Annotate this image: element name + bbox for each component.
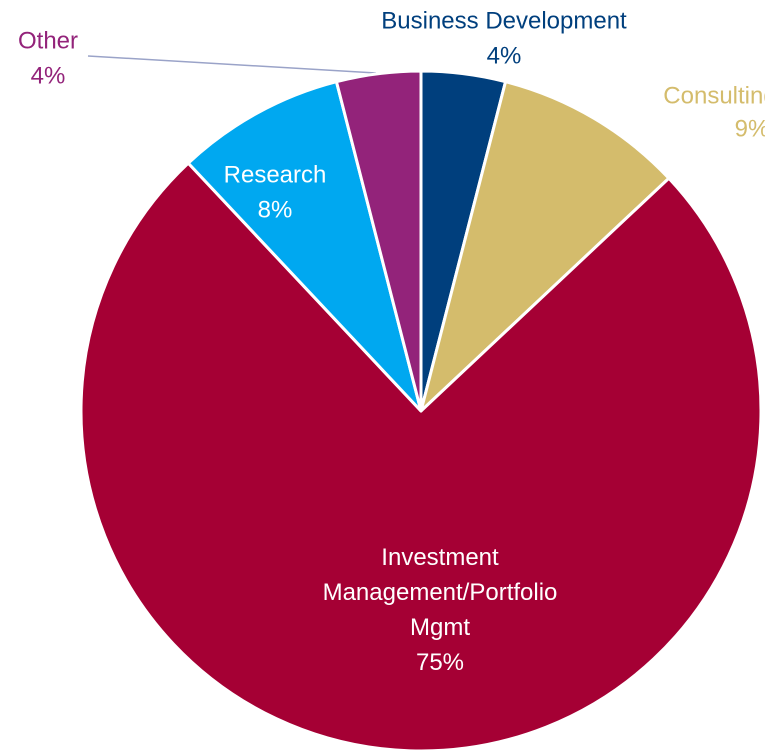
slice-label: Investment Management/Portfolio Mgmt bbox=[322, 544, 558, 641]
slice-value-label: 9% bbox=[735, 115, 765, 142]
pie-slice bbox=[79, 161, 763, 753]
leader-line bbox=[87, 55, 377, 74]
slice-value-label: 75% bbox=[415, 649, 465, 676]
slice-label: Business Development bbox=[381, 7, 627, 34]
slice-value-label: 8% bbox=[258, 196, 293, 223]
pie-slice bbox=[334, 69, 423, 413]
slice-value-label: 4% bbox=[487, 42, 522, 69]
pie-slice bbox=[186, 80, 423, 413]
slice-label: Research bbox=[224, 161, 327, 188]
slice-value-label: 4% bbox=[31, 62, 66, 89]
slice-label: Consulting bbox=[663, 82, 765, 109]
pie-slice bbox=[419, 80, 671, 413]
slice-label: Other bbox=[18, 27, 78, 54]
slice-label-box: Investment Management/Portfolio Mgmt 75% bbox=[322, 544, 558, 676]
